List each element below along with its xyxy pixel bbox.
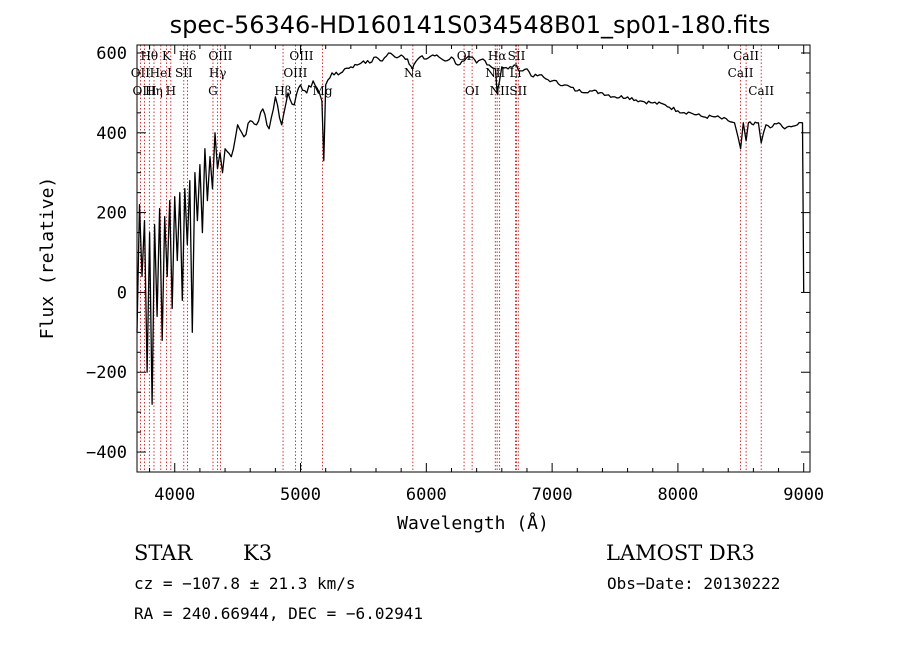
survey-name: LAMOST DR3 xyxy=(606,541,755,565)
reference-line-label: SII xyxy=(175,66,193,80)
reference-line-label: Hγ xyxy=(209,66,227,80)
reference-line-label: H xyxy=(166,84,176,98)
y-tick-label: −200 xyxy=(86,363,127,383)
reference-line-label: Na xyxy=(404,66,422,80)
reference-line-label: SII xyxy=(509,84,527,98)
reference-line-label: K xyxy=(162,49,172,63)
y-tick-label: 0 xyxy=(117,283,127,303)
reference-line-label: HeI xyxy=(150,66,173,80)
reference-line-label: Li xyxy=(509,66,521,80)
x-tick-label: 5000 xyxy=(280,485,321,505)
reference-line-label: OI xyxy=(457,49,472,63)
reference-line-label: OIII xyxy=(289,49,313,63)
x-tick-label: 9000 xyxy=(783,485,824,505)
reference-line-label: SII xyxy=(508,49,526,63)
reference-lines xyxy=(139,45,762,472)
x-tick-label: 6000 xyxy=(406,485,447,505)
reference-line-label: CaII xyxy=(748,84,774,98)
reference-line-label: Hη xyxy=(145,84,163,98)
object-class: STAR xyxy=(134,541,193,565)
x-tick-label: 8000 xyxy=(657,485,698,505)
x-axis-ticks: 4000 5000 6000 7000 8000 9000 xyxy=(149,45,824,505)
reference-line-label: OIII xyxy=(283,66,307,80)
reference-line-label: Hθ xyxy=(140,49,158,63)
reference-line-label: CaII xyxy=(733,49,759,63)
spectral-subclass: K3 xyxy=(243,541,272,565)
spectrum-line xyxy=(136,52,805,405)
plot-frame xyxy=(136,44,811,473)
x-tick-label: 4000 xyxy=(154,485,195,505)
y-axis-ticks: −400 −200 0 200 400 600 xyxy=(86,44,810,463)
reference-line-label: NII xyxy=(490,84,510,98)
y-tick-label: 400 xyxy=(96,124,127,144)
y-tick-label: −400 xyxy=(86,443,127,463)
reference-line-label: OIII xyxy=(133,84,157,98)
y-axis-label: Flux (relative) xyxy=(37,177,58,340)
reference-line-label: Hα xyxy=(488,49,507,63)
reference-labels: HθOIIOIIIHηHeIKHSIIHδGHγOIIIHβOIIIOIIIMg… xyxy=(131,49,775,98)
reference-line-label: OI xyxy=(465,84,480,98)
reference-line-label: OIII xyxy=(208,49,232,63)
observation-date: Obs−Date: 20130222 xyxy=(607,574,780,593)
x-axis-label: Wavelength (Å) xyxy=(397,512,549,534)
y-tick-label: 200 xyxy=(96,204,127,224)
reference-line-label: CaII xyxy=(728,66,754,80)
reference-line-label: G xyxy=(208,84,218,98)
y-tick-label: 600 xyxy=(96,44,127,64)
radial-velocity: cz = −107.8 ± 21.3 km/s xyxy=(134,574,356,593)
chart-title: spec-56346-HD160141S034548B01_sp01-180.f… xyxy=(170,11,771,39)
reference-line-label: Mg xyxy=(313,84,333,98)
reference-line-label: Hδ xyxy=(179,49,197,63)
coordinates: RA = 240.66944, DEC = −6.02941 xyxy=(134,604,423,623)
x-tick-label: 7000 xyxy=(532,485,573,505)
